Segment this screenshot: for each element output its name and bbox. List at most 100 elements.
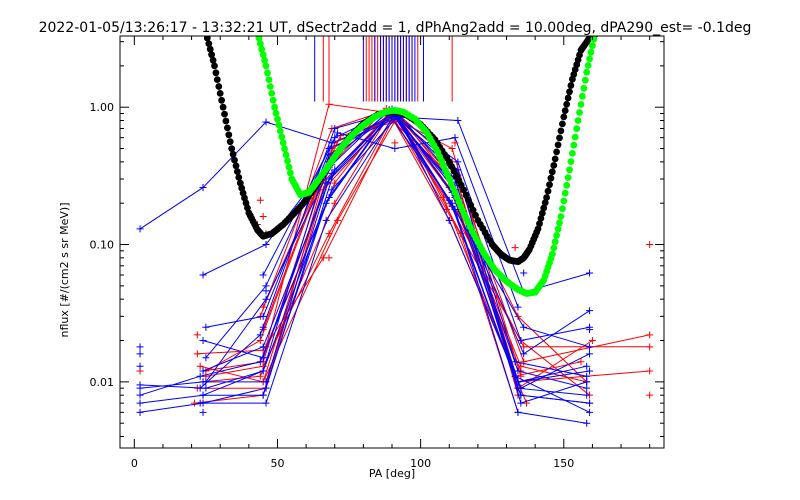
black-fit-curve-dot xyxy=(234,168,241,176)
black-fit-curve-dot xyxy=(208,51,216,59)
blue-data-point xyxy=(136,408,144,416)
y-tick-label: 1.00 xyxy=(90,101,115,114)
black-fit-curve-dot xyxy=(219,103,227,111)
red-data-point xyxy=(646,343,654,351)
axes: 0 50 100 150 0.01 0.10 1.00 xyxy=(90,36,664,470)
blue-data-point xyxy=(262,384,270,392)
black-fit-curve-dot xyxy=(547,174,555,182)
blue-data-point xyxy=(262,118,270,126)
black-fit-curve-dot xyxy=(566,88,573,96)
green-fit-curve-dot xyxy=(276,127,284,135)
red-data-point xyxy=(577,358,585,366)
black-fit-curve-dot xyxy=(563,100,571,108)
blue-data-point xyxy=(199,271,207,279)
red-data-point xyxy=(588,337,596,345)
blue-data-point xyxy=(196,372,204,380)
black-fit-curve-dot xyxy=(550,162,558,169)
x-tick-label: 150 xyxy=(553,457,574,470)
chart-title: 2022-01-05/13:26:17 - 13:32:21 UT, dSect… xyxy=(39,20,752,36)
x-tick-label: 0 xyxy=(131,457,138,470)
blue-data-point xyxy=(520,350,528,358)
blue-data-point xyxy=(517,391,525,399)
black-fit-curve-dot xyxy=(229,150,237,158)
blue-data-point xyxy=(511,358,519,366)
blue-extra-point xyxy=(136,343,144,351)
green-fit-curve-dot xyxy=(590,36,598,43)
blue-data-point xyxy=(514,303,522,311)
black-fit-curve-dot xyxy=(544,187,552,195)
blue-data-point xyxy=(259,312,267,320)
blue-data-point xyxy=(328,169,336,177)
red-data-point xyxy=(196,362,204,370)
green-fit-curve-dot xyxy=(583,68,591,76)
green-fit-curve-dot xyxy=(548,250,556,258)
blue-data-point xyxy=(202,323,210,331)
black-fit-curve-dot xyxy=(546,181,553,189)
green-fit-curve-dot xyxy=(559,205,566,213)
blue-data-point xyxy=(259,391,267,399)
green-fit-curve-dot xyxy=(574,117,582,124)
black-fit-curve-dot xyxy=(537,215,545,222)
blue-data-point xyxy=(586,269,594,277)
blue-data-point xyxy=(583,372,591,380)
green-fit-curve-dot xyxy=(275,121,283,129)
blue-data-point xyxy=(199,367,207,375)
blue-data-point xyxy=(262,241,270,249)
blue-data-point xyxy=(136,391,144,399)
blue-data-point xyxy=(586,343,594,351)
black-fit-curve-dot xyxy=(203,36,211,42)
green-fit-curve-dot xyxy=(261,56,268,64)
green-fit-curve-dot xyxy=(256,40,264,47)
red-extra-point xyxy=(259,213,267,221)
blue-extra-point xyxy=(259,323,267,331)
green-fit-curve-dot xyxy=(563,182,571,189)
blue-data-point xyxy=(259,343,267,351)
black-fit-curve-dot xyxy=(211,62,218,70)
red-data-point xyxy=(520,343,528,351)
green-fit-curve-dot xyxy=(560,197,568,205)
green-fit-curve-dot xyxy=(564,174,572,182)
blue-data-point xyxy=(514,408,522,416)
green-fit-curve-dot xyxy=(259,51,267,59)
green-fit-curve-dot xyxy=(278,133,286,141)
plot-area xyxy=(136,36,654,427)
black-fit-curve-dot xyxy=(212,69,220,77)
red-data-point xyxy=(514,312,522,320)
green-fit-curve-dot xyxy=(553,232,560,239)
green-fit-curve-dot xyxy=(281,145,288,153)
green-fit-curve-dot xyxy=(262,62,270,70)
blue-data-point xyxy=(202,354,210,362)
green-fit-curve-dot xyxy=(274,115,281,123)
red-data-point xyxy=(193,350,201,358)
black-fit-curve-dot xyxy=(469,206,477,214)
blue-data-point xyxy=(445,216,453,224)
blue-data-point xyxy=(136,399,144,407)
black-fit-curve-dot xyxy=(567,82,575,89)
blue-data-point xyxy=(454,158,462,166)
green-fit-curve-dot xyxy=(551,238,559,246)
blue-data-point xyxy=(586,367,594,375)
blue-data-point xyxy=(199,391,207,399)
green-fit-curve-dot xyxy=(587,48,595,56)
green-fit-curve-dot xyxy=(576,109,583,116)
blue-data-point xyxy=(520,323,528,331)
green-fit-curve-dot xyxy=(554,225,562,233)
red-data-point xyxy=(520,358,528,366)
red-data-point xyxy=(331,179,339,187)
black-fit-curve-dot xyxy=(541,199,549,207)
black-fit-curve-dot xyxy=(557,127,565,135)
x-tick-label: 50 xyxy=(270,457,284,470)
black-fit-curve-dot xyxy=(225,131,233,139)
blue-data-point xyxy=(199,184,207,192)
black-fit-curve-dot xyxy=(205,40,213,47)
x-axis-label: PA [deg] xyxy=(369,467,415,480)
blue-data-point xyxy=(454,117,462,125)
blue-data-point xyxy=(202,378,210,386)
green-fit-curve-dot xyxy=(258,45,266,53)
black-fit-curve-dot xyxy=(561,107,569,114)
black-fit-curve-dot xyxy=(235,174,243,181)
red-extra-point xyxy=(391,139,399,147)
green-fit-curve-dot xyxy=(279,139,287,147)
red-data-point xyxy=(256,372,264,380)
